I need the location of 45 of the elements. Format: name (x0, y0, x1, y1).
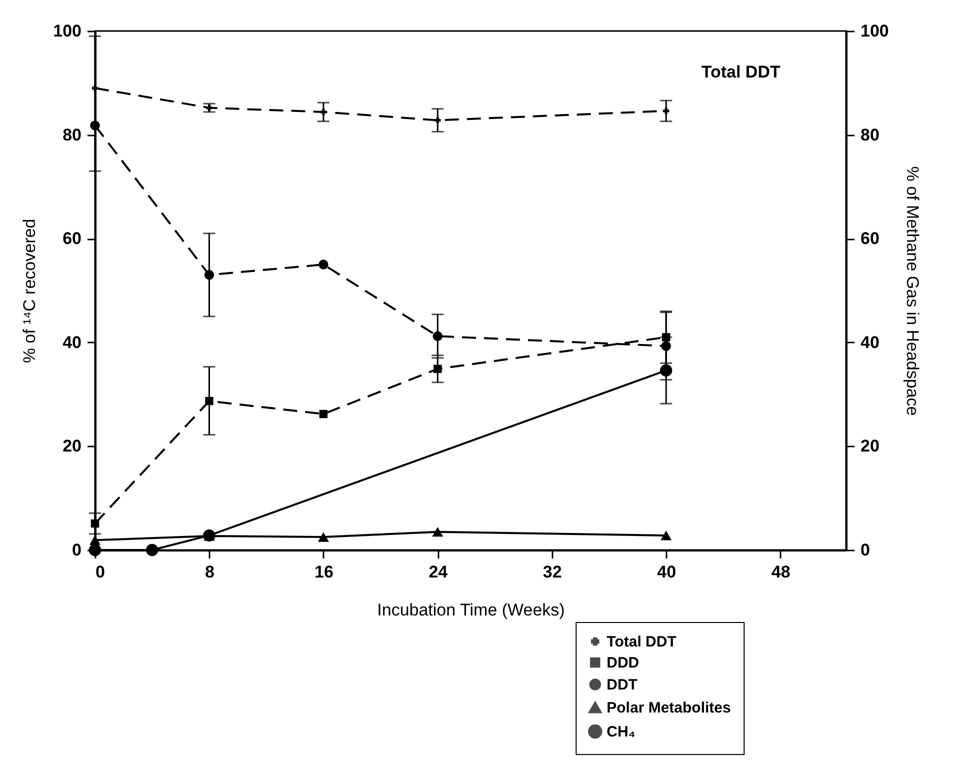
point (434, 117, 441, 124)
point (205, 396, 214, 406)
x-tick-label: 8 (204, 562, 214, 582)
point (662, 108, 670, 114)
point (319, 410, 328, 418)
point (89, 535, 101, 545)
x-tick-label: 24 (428, 562, 448, 582)
x-tick-label: 32 (542, 562, 562, 582)
x-tick-label: 48 (771, 562, 790, 582)
point (432, 331, 443, 342)
y2-tick-label: 80 (860, 125, 880, 144)
point (204, 270, 214, 280)
legend-label: Total DDT (606, 634, 676, 650)
point (318, 260, 328, 270)
point (434, 364, 442, 373)
annotation: Total DDT (701, 62, 781, 82)
y-tick-label: 0 (72, 540, 82, 560)
point (318, 532, 329, 542)
legend-label: DDT (606, 676, 638, 694)
y2-tick-label: 60 (860, 229, 880, 248)
y-tick-label: 20 (62, 436, 82, 456)
y-tick-label: 80 (62, 125, 82, 144)
y2-tick-label: 0 (860, 540, 870, 560)
y-tick-label: 60 (62, 229, 82, 248)
y-tick-label: 40 (62, 332, 82, 352)
y2-tick-label: 100 (860, 22, 889, 40)
point (320, 108, 327, 116)
point (206, 104, 212, 111)
x-axis-title: Incubation Time (Weeks) (377, 600, 565, 620)
x-tick-label: 16 (314, 562, 334, 582)
point (660, 530, 672, 540)
y2-axis-title: % of Methane Gas in Headspace (902, 166, 922, 416)
x-tick-label: 40 (657, 562, 676, 582)
y-axis-title: % of ¹⁴C recovered (20, 218, 40, 364)
y-tick-label: 100 (53, 22, 82, 40)
point (90, 519, 100, 528)
point (432, 527, 444, 537)
y2-tick-label: 20 (860, 436, 880, 456)
point (92, 84, 98, 92)
x-tick-label: 0 (96, 562, 105, 582)
legend-label: CH₄ (606, 724, 636, 740)
point (90, 120, 100, 130)
legend-label: Polar Metabolites (606, 700, 731, 716)
legend-label: DDD (606, 654, 640, 672)
y2-tick-label: 40 (860, 332, 880, 352)
